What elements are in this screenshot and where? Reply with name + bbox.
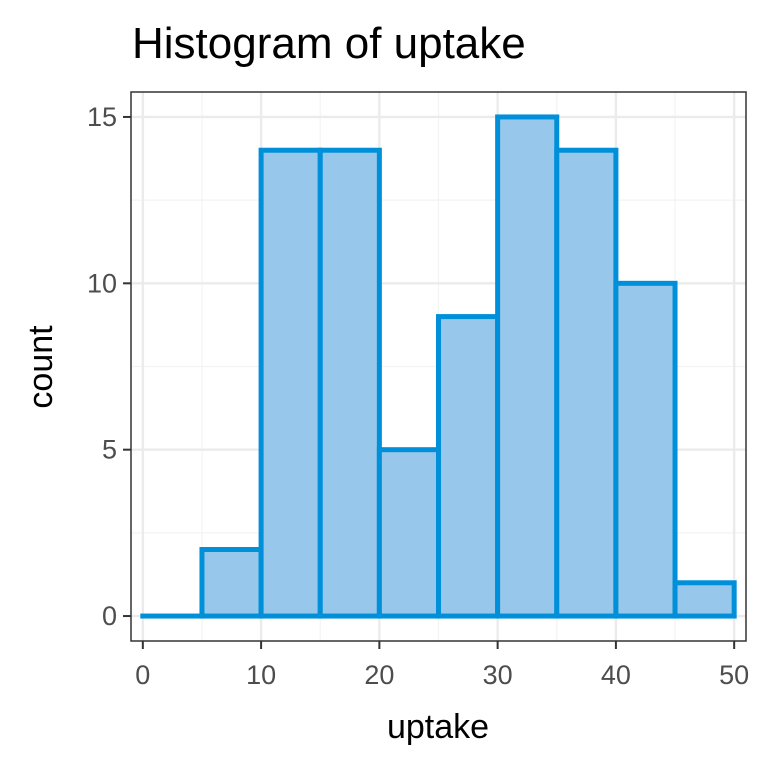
y-tick-label: 15: [87, 102, 117, 132]
panel-border: [130, 91, 747, 642]
histogram-bar: [554, 147, 619, 619]
x-tick-label: 20: [364, 660, 394, 690]
x-axis-title: uptake: [387, 708, 489, 746]
chart-title: Histogram of uptake: [132, 19, 526, 68]
y-axis-title: count: [22, 325, 60, 409]
y-tick-label: 5: [102, 435, 117, 465]
x-tick-label: 30: [483, 660, 513, 690]
histogram-bar: [672, 580, 737, 619]
y-tick-label: 10: [87, 268, 117, 298]
histogram-bar: [436, 314, 501, 619]
histogram-bar: [376, 447, 442, 619]
histogram-bar: [199, 547, 264, 619]
y-tick-label: 0: [102, 601, 117, 631]
x-tick-label: 40: [601, 660, 631, 690]
x-tick-label: 50: [719, 660, 749, 690]
y-axis-ticks: 0 5 10 15: [87, 102, 131, 631]
histogram-bar: [495, 114, 560, 619]
x-tick-label: 10: [246, 660, 276, 690]
histogram-bar: [613, 280, 678, 619]
x-axis-ticks: 0 10 20 30 40 50: [135, 641, 749, 690]
histogram-bar: [317, 147, 382, 619]
bars: [140, 114, 737, 619]
x-tick-label: 0: [135, 660, 150, 690]
histogram-bar: [258, 147, 323, 619]
